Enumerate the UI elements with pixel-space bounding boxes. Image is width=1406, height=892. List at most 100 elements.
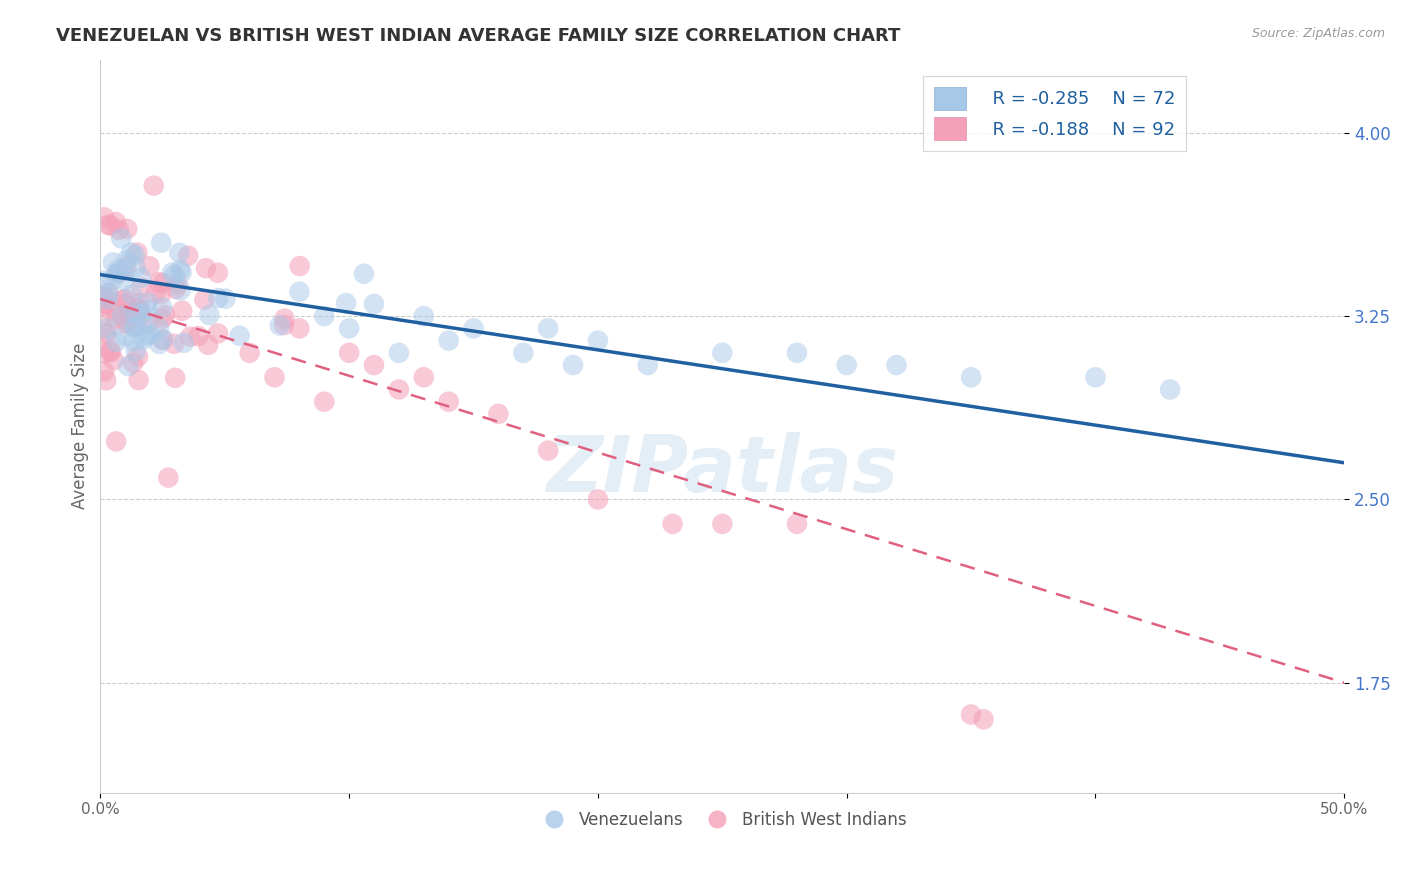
Point: [269, 318, 291, 333]
Point: [97, 218, 120, 232]
Point: [127, 301, 149, 316]
Point: [132, 333, 155, 347]
Point: [122, 307, 145, 321]
Point: [122, 356, 145, 370]
Point: [115, 297, 138, 311]
Point: [97, 285, 120, 300]
Point: [128, 373, 150, 387]
Point: [100, 345, 122, 359]
Point: [1084, 370, 1107, 384]
Point: [96, 326, 118, 341]
Point: [93, 346, 115, 360]
Point: [165, 282, 187, 296]
Point: [129, 270, 152, 285]
Point: [131, 307, 153, 321]
Point: [207, 326, 229, 341]
Point: [127, 301, 149, 315]
Point: [145, 286, 167, 301]
Point: [112, 273, 135, 287]
Text: VENEZUELAN VS BRITISH WEST INDIAN AVERAGE FAMILY SIZE CORRELATION CHART: VENEZUELAN VS BRITISH WEST INDIAN AVERAG…: [56, 27, 901, 45]
Point: [512, 346, 534, 360]
Point: [960, 707, 983, 722]
Point: [152, 276, 174, 290]
Point: [786, 516, 808, 531]
Point: [1159, 383, 1181, 397]
Point: [93, 211, 115, 225]
Point: [214, 292, 236, 306]
Point: [973, 712, 995, 726]
Point: [114, 329, 136, 343]
Point: [157, 470, 180, 484]
Point: [187, 329, 209, 343]
Point: [335, 296, 357, 310]
Point: [263, 370, 285, 384]
Point: [172, 303, 194, 318]
Point: [437, 334, 460, 348]
Point: [173, 335, 195, 350]
Point: [177, 249, 200, 263]
Point: [486, 407, 509, 421]
Point: [100, 343, 122, 358]
Point: [388, 383, 411, 397]
Point: [125, 316, 148, 330]
Point: [388, 346, 411, 360]
Point: [353, 267, 375, 281]
Point: [117, 359, 139, 374]
Point: [111, 293, 134, 307]
Point: [110, 231, 132, 245]
Point: [160, 266, 183, 280]
Point: [163, 268, 186, 283]
Point: [115, 253, 138, 268]
Point: [131, 317, 153, 331]
Point: [412, 309, 434, 323]
Point: [155, 308, 177, 322]
Legend: Venezuelans, British West Indians: Venezuelans, British West Indians: [531, 805, 914, 836]
Point: [661, 516, 683, 531]
Point: [207, 266, 229, 280]
Point: [363, 297, 385, 311]
Point: [97, 286, 120, 301]
Point: [165, 371, 187, 385]
Point: [273, 311, 295, 326]
Point: [122, 334, 145, 348]
Point: [105, 434, 128, 449]
Point: [228, 328, 250, 343]
Point: [363, 358, 385, 372]
Point: [150, 287, 173, 301]
Point: [120, 245, 142, 260]
Point: [314, 394, 336, 409]
Point: [96, 297, 118, 311]
Point: [127, 245, 149, 260]
Text: Source: ZipAtlas.com: Source: ZipAtlas.com: [1251, 27, 1385, 40]
Point: [125, 319, 148, 334]
Point: [96, 373, 118, 387]
Point: [128, 301, 150, 316]
Point: [96, 321, 118, 335]
Point: [337, 321, 360, 335]
Point: [107, 262, 129, 277]
Point: [163, 336, 186, 351]
Point: [100, 219, 122, 233]
Point: [273, 318, 295, 332]
Point: [104, 311, 127, 326]
Point: [148, 275, 170, 289]
Point: [101, 273, 124, 287]
Point: [131, 280, 153, 294]
Point: [288, 321, 311, 335]
Point: [108, 223, 131, 237]
Point: [437, 394, 460, 409]
Point: [127, 350, 149, 364]
Point: [150, 301, 173, 315]
Point: [148, 337, 170, 351]
Point: [97, 292, 120, 306]
Point: [138, 315, 160, 329]
Point: [94, 309, 117, 323]
Point: [166, 277, 188, 291]
Point: [121, 287, 143, 301]
Point: [136, 295, 159, 310]
Point: [125, 304, 148, 318]
Point: [107, 266, 129, 280]
Point: [117, 316, 139, 330]
Point: [197, 338, 219, 352]
Point: [101, 255, 124, 269]
